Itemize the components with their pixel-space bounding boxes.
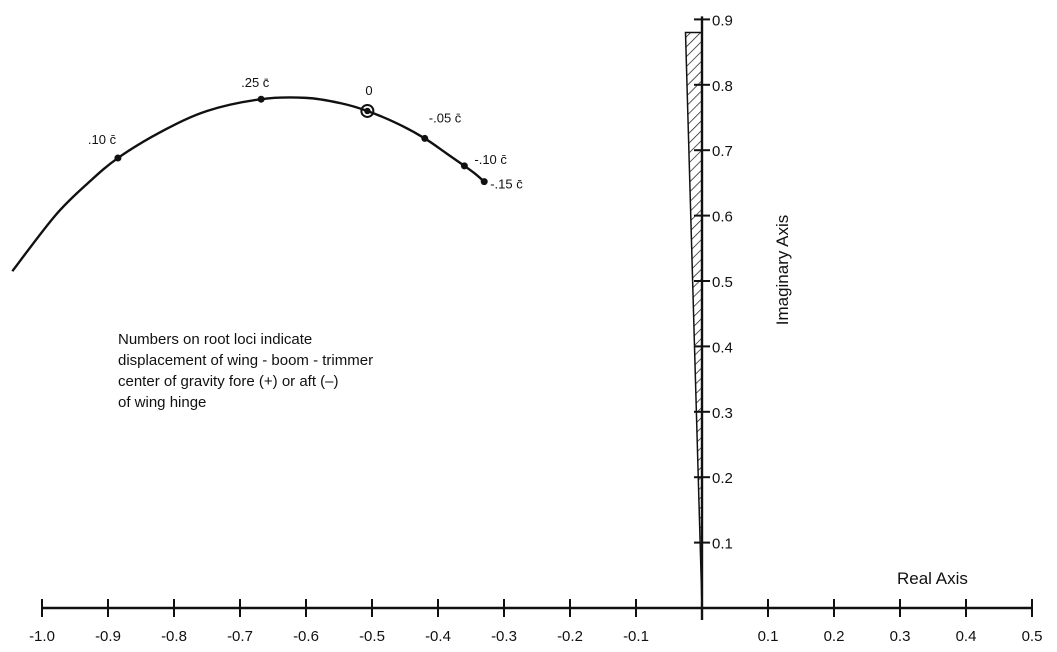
y-tick-label: 0.9 xyxy=(712,12,733,29)
y-tick-label: 0.6 xyxy=(712,209,733,226)
locus-point-label: -.10 c̄ xyxy=(474,152,507,167)
x-tick-label: -0.3 xyxy=(491,628,517,645)
locus-point-label: -.05 c̄ xyxy=(429,110,462,125)
locus-point-label: .25 c̄ xyxy=(241,75,270,90)
annotation-line: Numbers on root loci indicate xyxy=(118,331,313,348)
stability-boundary-hatch xyxy=(684,31,703,609)
x-tick-label: -0.7 xyxy=(227,628,253,645)
locus-point xyxy=(257,95,265,103)
locus-point xyxy=(460,162,468,170)
annotation-line: of wing hinge xyxy=(118,394,207,411)
y-axis-title: Imaginary Axis xyxy=(773,215,792,326)
x-tick-label: -0.8 xyxy=(161,628,187,645)
x-tick-label: 0.5 xyxy=(1022,628,1043,645)
x-tick-label: -1.0 xyxy=(29,628,55,645)
y-tick-label: 0.5 xyxy=(712,274,733,291)
x-tick-label: -0.4 xyxy=(425,628,451,645)
x-tick-label: -0.5 xyxy=(359,628,385,645)
x-tick-label: -0.1 xyxy=(623,628,649,645)
x-tick-label: 0.1 xyxy=(758,628,779,645)
y-tick-label: 0.7 xyxy=(712,143,733,160)
x-tick-label: -0.2 xyxy=(557,628,583,645)
locus-point-label: 0 xyxy=(365,83,372,98)
x-tick-label: 0.4 xyxy=(956,628,977,645)
locus-point xyxy=(421,134,429,142)
locus-point-label: .10 c̄ xyxy=(88,132,117,147)
y-tick-label: 0.2 xyxy=(712,470,733,487)
x-tick-label: 0.3 xyxy=(890,628,911,645)
x-tick-label: -0.9 xyxy=(95,628,121,645)
locus-point xyxy=(364,107,371,115)
x-tick-label: -0.6 xyxy=(293,628,319,645)
y-tick-label: 0.8 xyxy=(712,78,733,95)
annotation-note: Numbers on root loci indicate displaceme… xyxy=(118,329,418,413)
locus-point xyxy=(114,154,122,162)
y-tick-label: 0.1 xyxy=(712,536,733,553)
locus-point-label: -.15 c̄ xyxy=(490,177,523,192)
x-tick-label: 0.2 xyxy=(824,628,845,645)
x-axis-title: Real Axis xyxy=(897,569,968,588)
annotation-line: displacement of wing - boom - trimmer xyxy=(118,352,374,369)
locus-point-ring xyxy=(360,103,375,118)
y-tick-label: 0.4 xyxy=(712,339,733,356)
locus-point xyxy=(480,178,488,186)
annotation-line: center of gravity fore (+) or aft (–) xyxy=(118,373,339,390)
y-tick-label: 0.3 xyxy=(712,405,733,422)
root-locus-curve xyxy=(11,96,485,272)
